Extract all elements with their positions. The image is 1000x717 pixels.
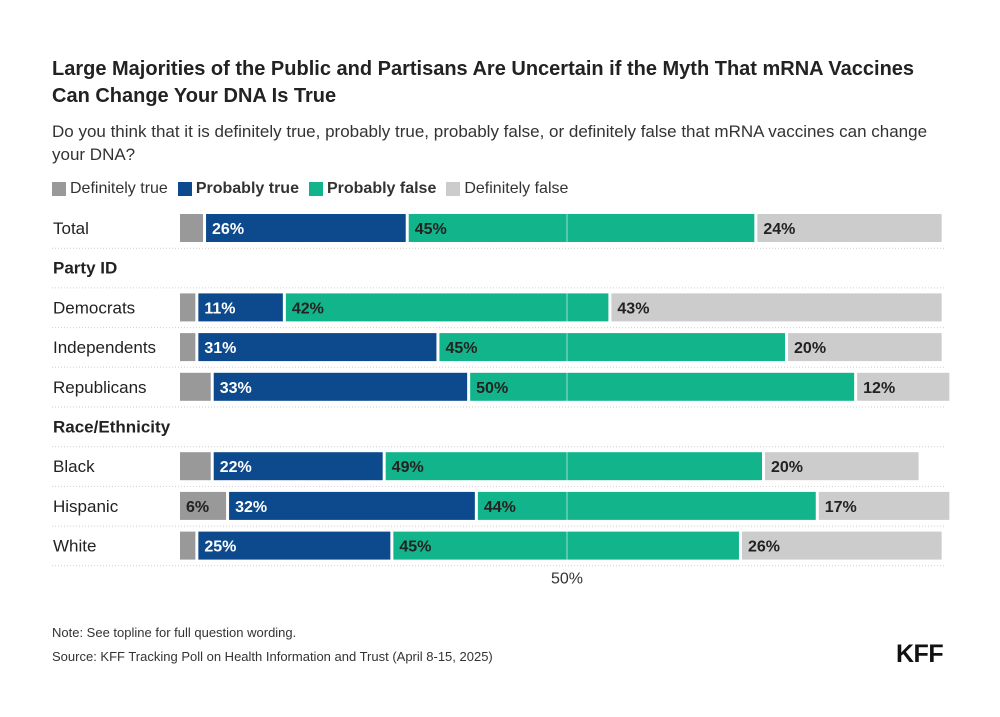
bar-segment <box>470 372 855 401</box>
data-label: 45% <box>415 221 447 238</box>
legend-item: Definitely true <box>52 180 168 198</box>
data-label: 42% <box>292 300 324 317</box>
legend-swatch <box>446 182 461 196</box>
data-label: 17% <box>825 499 857 516</box>
data-label: 20% <box>771 459 803 476</box>
bar-segment <box>180 491 227 520</box>
legend-swatch <box>308 182 323 196</box>
legend-swatch <box>52 182 66 196</box>
data-label: 22% <box>220 459 252 476</box>
row-label: Hispanic <box>53 497 119 516</box>
bar-segment <box>393 531 739 560</box>
data-label: 49% <box>392 459 424 476</box>
legend-swatch <box>177 182 192 196</box>
data-label: 26% <box>748 539 780 556</box>
data-label: 43% <box>617 300 649 317</box>
legend-label: Probably false <box>326 180 437 197</box>
data-label: 31% <box>204 340 236 357</box>
data-label: 45% <box>445 340 477 357</box>
row-label: Independents <box>53 338 156 357</box>
bar-segment <box>213 452 383 481</box>
bar-segment <box>611 293 942 322</box>
legend: Definitely true Probably true Probably fal… <box>52 179 578 199</box>
bar-segment <box>180 531 196 560</box>
bar-segment <box>857 372 950 401</box>
row-label: White <box>53 537 96 556</box>
bar-segment <box>757 214 942 242</box>
data-label: 44% <box>484 499 516 516</box>
bar-segment <box>741 531 942 560</box>
group-heading: Race/Ethnicity <box>53 418 171 437</box>
bar-segment <box>477 491 816 520</box>
midline-label: 50% <box>551 571 583 588</box>
bar-segment <box>818 491 950 520</box>
legend-item: Probably true <box>177 180 299 198</box>
bar-segment <box>180 333 196 362</box>
data-label: 33% <box>220 380 252 397</box>
data-label: 50% <box>476 380 508 397</box>
bar-segment <box>385 452 762 481</box>
data-label: 6% <box>186 499 209 516</box>
data-label: 24% <box>763 221 795 238</box>
data-label: 25% <box>204 539 236 556</box>
kff-logo: KFF <box>896 640 944 668</box>
source-note: Source: KFF Tracking Poll on Health Info… <box>52 649 493 664</box>
bar-segment <box>198 333 437 362</box>
data-label: 20% <box>794 340 826 357</box>
bar-segment <box>206 214 406 242</box>
bar-segment <box>788 333 942 362</box>
legend-label: Probably true <box>195 180 299 197</box>
data-label: 11% <box>204 300 235 317</box>
footnote: Note: See topline for full question word… <box>52 625 297 640</box>
data-label: 12% <box>863 380 895 397</box>
data-label: 26% <box>212 221 244 238</box>
bar-segment <box>285 293 609 322</box>
legend-label: Definitely false <box>464 180 569 197</box>
legend-item: Definitely false <box>446 180 568 198</box>
chart-title: Large Majorities of the Public and Parti… <box>52 58 915 107</box>
bar-segment <box>180 214 204 242</box>
data-label: 45% <box>399 539 431 556</box>
legend-label: Definitely true <box>70 180 168 197</box>
bar-segment <box>765 452 919 481</box>
bar-segment <box>180 293 196 322</box>
group-heading: Party ID <box>53 259 117 278</box>
bar-segment <box>439 333 786 362</box>
bar-segment <box>180 372 211 401</box>
bar-segment <box>198 531 391 560</box>
stacked-bar-chart: Total 26% 45% 24% Party ID Democrats 11% 42% 43%… <box>52 214 950 588</box>
row-label: Democrats <box>53 298 135 317</box>
chart-subtitle: Do you think that it is definitely true,… <box>52 122 928 164</box>
bar-segment <box>408 214 755 242</box>
bar-segment <box>229 491 475 520</box>
row-label: Total <box>53 219 89 238</box>
legend-item: Probably false <box>308 180 437 198</box>
data-label: 32% <box>235 499 267 516</box>
bar-segment <box>180 452 211 481</box>
row-label: Republicans <box>53 378 147 397</box>
row-label: Black <box>53 457 95 476</box>
bar-segment <box>198 293 283 322</box>
bar-segment <box>213 372 468 401</box>
